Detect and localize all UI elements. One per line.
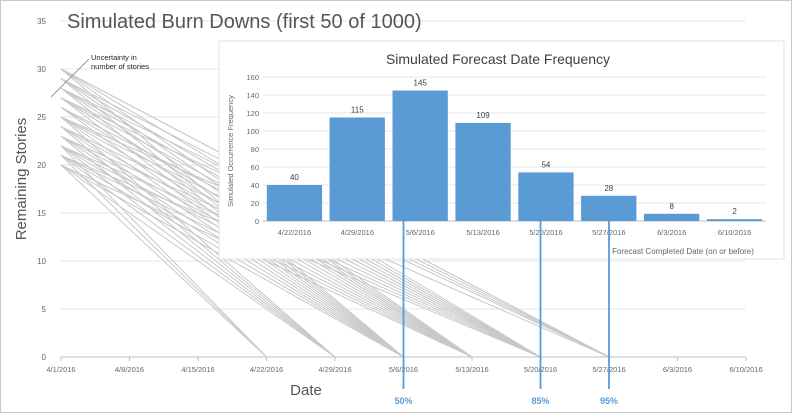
forecast-frequency-bar [518,172,574,221]
main-x-tick-label: 6/3/2016 [663,365,692,374]
main-y-tick-label: 25 [37,113,46,122]
burn-down-series-line [60,154,336,358]
inset-x-tick-label: 5/6/2016 [406,228,435,237]
main-x-tick-label: 4/1/2016 [46,365,75,374]
inset-y-tick-label: 140 [246,91,259,100]
forecast-frequency-bar [581,195,637,221]
inset-y-tick-label: 20 [251,199,259,208]
inset-y-tick-label: 100 [246,127,259,136]
main-x-tick-label: 6/10/2016 [729,365,762,374]
inset-x-tick-label: 6/3/2016 [657,228,686,237]
inset-y-axis-label: Simulated Occurrence Frequency [226,95,235,207]
main-y-tick-label: 20 [37,161,46,170]
inset-y-tick-label: 40 [251,181,259,190]
forecast-frequency-bar [329,117,385,221]
bar-data-label: 8 [669,202,674,211]
forecast-frequency-bar [706,219,763,221]
inset-x-tick-label: 6/10/2016 [718,228,751,237]
forecast-frequency-bar [455,122,511,221]
main-y-axis-label: Remaining Stories [13,118,30,241]
burn-down-series-line [60,164,404,358]
main-x-tick-label: 4/15/2016 [181,365,214,374]
main-x-tick-label: 5/13/2016 [455,365,488,374]
inset-y-tick-label: 0 [255,217,259,226]
forecast-frequency-bar [392,90,448,221]
burn-down-series-line [60,164,336,358]
bar-data-label: 40 [290,173,299,182]
percentile-marker-label: 50% [394,396,412,406]
burn-down-series-line [60,164,267,358]
inset-chart-title: Simulated Forecast Date Frequency [386,51,610,67]
inset-y-tick-label: 160 [246,73,259,82]
inset-x-tick-label: 4/22/2016 [278,228,311,237]
inset-y-tick-label: 120 [246,109,259,118]
main-y-tick-label: 5 [42,305,47,314]
bar-data-label: 28 [604,184,613,193]
annotation-leader-line [50,58,90,98]
inset-y-tick-label: 60 [251,163,259,172]
forecast-frequency-bar [266,185,323,221]
main-x-axis-label: Date [290,382,322,399]
main-x-tick-label: 4/29/2016 [318,365,351,374]
main-chart-title: Simulated Burn Downs (first 50 of 1000) [67,11,422,33]
forecast-frequency-bar [644,213,700,221]
percentile-marker-label: 95% [600,396,618,406]
bar-data-label: 145 [414,79,428,88]
main-y-tick-label: 0 [42,353,47,362]
bar-data-label: 54 [541,160,550,169]
inset-x-tick-label: 5/13/2016 [466,228,499,237]
percentile-marker-label: 85% [531,396,549,406]
main-x-tick-label: 4/22/2016 [250,365,283,374]
main-y-tick-label: 35 [37,17,46,26]
bar-data-label: 109 [476,111,490,120]
main-y-tick-label: 30 [37,65,46,74]
inset-y-tick-label: 80 [251,145,259,154]
bar-data-label: 115 [351,106,364,115]
main-y-tick-label: 15 [37,209,46,218]
burn-down-series-line [60,135,336,358]
burn-down-series-line [60,145,336,358]
bar-data-label: 2 [732,207,737,216]
uncertainty-annotation: Uncertainty in number of stories [91,53,149,71]
inset-x-axis-label: Forecast Completed Date (on or before) [612,247,754,256]
inset-x-tick-label: 5/20/2016 [529,228,562,237]
main-y-tick-label: 10 [37,257,46,266]
inset-x-tick-label: 4/29/2016 [341,228,374,237]
main-x-tick-label: 4/8/2016 [115,365,144,374]
